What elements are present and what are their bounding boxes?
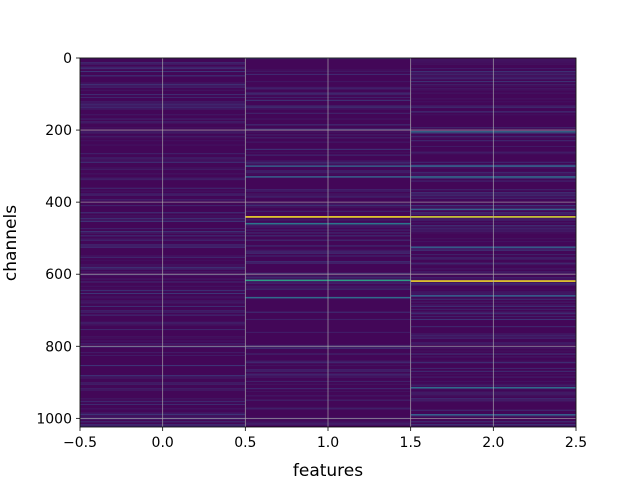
- y-axis: 0 200 400 600 800 1000: [36, 51, 80, 427]
- x-tick-label: 2.0: [482, 435, 504, 451]
- y-tick-label: 400: [45, 195, 72, 211]
- y-tick-label: 0: [63, 51, 72, 67]
- x-axis-label: features: [293, 461, 363, 480]
- x-tick-label: 0.0: [152, 435, 174, 451]
- y-tick-label: 200: [45, 123, 72, 139]
- x-tick-label: 0.5: [234, 435, 256, 451]
- x-tick-label: 1.0: [317, 435, 339, 451]
- x-tick-label: 1.5: [400, 435, 422, 451]
- x-tick-label: 2.5: [565, 435, 587, 451]
- y-tick-label: 1000: [36, 411, 72, 427]
- x-tick-label: −0.5: [63, 435, 97, 451]
- y-tick-label: 600: [45, 267, 72, 283]
- y-tick-label: 800: [45, 339, 72, 355]
- x-axis: −0.5 0.0 0.5 1.0 1.5 2.0 2.5: [63, 427, 587, 451]
- y-axis-label: channels: [1, 205, 21, 281]
